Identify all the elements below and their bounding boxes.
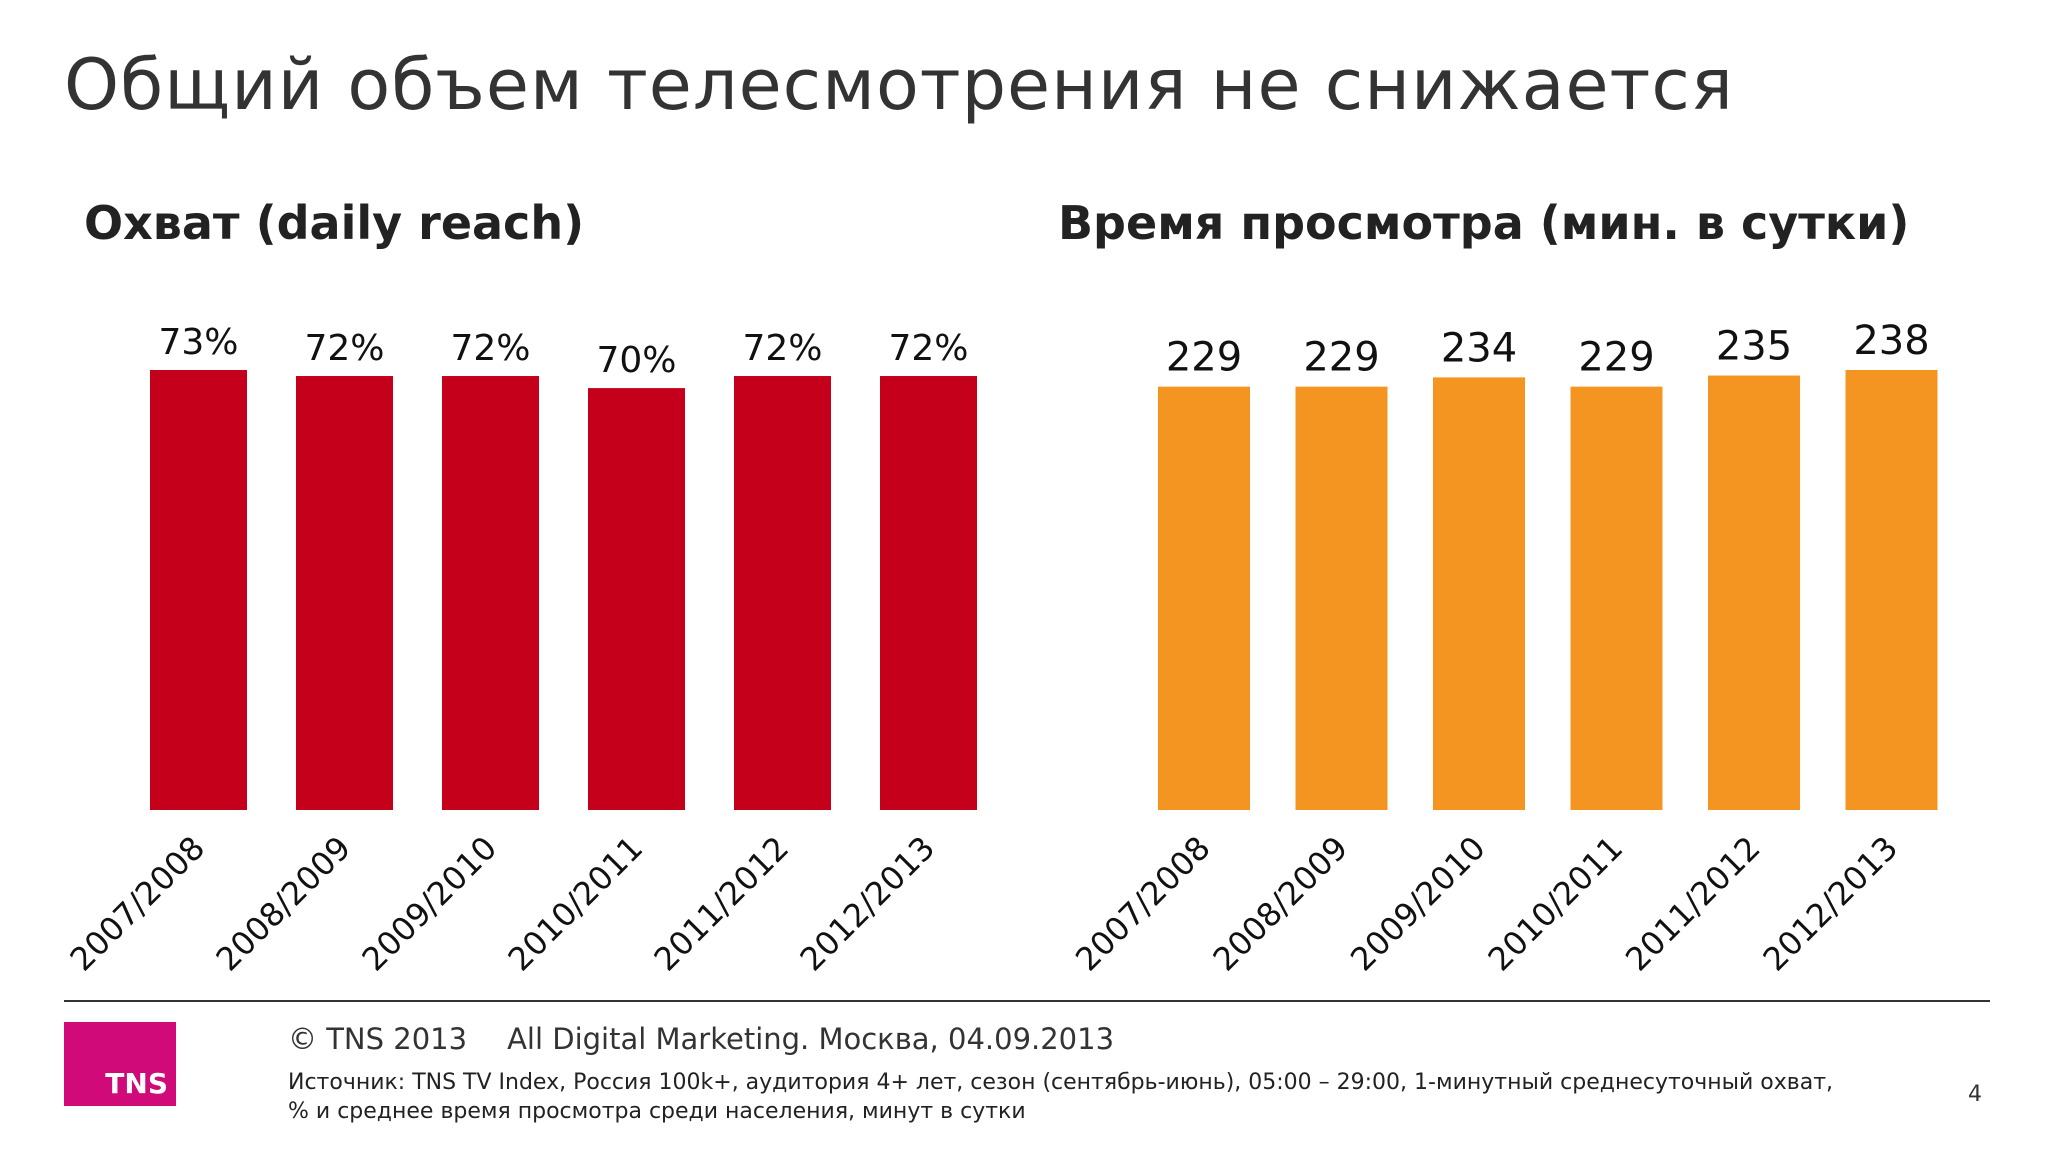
tns-logo-text: TNS [105, 1067, 168, 1100]
source-note: Источник: TNS TV Index, Россия 100k+, ау… [288, 1070, 1834, 1124]
bar [1295, 386, 1388, 810]
tns-logo: TNS [64, 1022, 176, 1106]
category-label: 2011/2012 [646, 829, 796, 979]
page-number: 4 [1968, 1082, 1982, 1107]
data-label: 72% [888, 328, 968, 369]
reach-chart-title: Охват (daily reach) [84, 196, 585, 250]
category-label: 2008/2009 [1205, 829, 1355, 979]
data-label: 72% [304, 328, 384, 369]
bar [1158, 386, 1250, 810]
category-label: 2007/2008 [1068, 829, 1218, 979]
reach-chart: 73% 2007/2008 72% 2008/2009 72% 2009/2010 70% 2… [62, 322, 977, 978]
category-label: 2010/2011 [500, 829, 650, 979]
bar [150, 370, 247, 810]
viewing-time-chart-title: Время просмотра (мин. в сутки) [1058, 196, 1910, 250]
category-label: 2012/2013 [1755, 829, 1905, 979]
footer-divider [64, 1000, 1990, 1002]
data-label: 235 [1716, 324, 1792, 370]
bar [1570, 386, 1663, 810]
slide-title: Общий объем телесмотрения не снижается [64, 44, 1734, 126]
data-label: 238 [1853, 318, 1929, 364]
bar [1708, 375, 1800, 810]
data-label: 73% [158, 322, 238, 363]
data-label: 70% [596, 340, 676, 381]
event-info: All Digital Marketing. Москва, 04.09.201… [507, 1022, 1115, 1056]
category-label: 2011/2012 [1618, 829, 1768, 979]
data-label: 72% [450, 328, 530, 369]
category-label: 2007/2008 [62, 829, 212, 979]
bar [588, 388, 685, 810]
data-label: 229 [1303, 335, 1379, 381]
category-label: 2009/2010 [354, 829, 504, 979]
bar-charts: 73% 2007/2008 72% 2008/2009 72% 2009/2010 70% 2… [62, 318, 1938, 978]
viewing-time-chart: 229 2007/2008 229 2008/2009 234 2009/2010 229 2… [1068, 318, 1938, 978]
bar [1845, 370, 1938, 810]
data-label: 72% [742, 328, 822, 369]
copyright: © TNS 2013 [288, 1022, 468, 1056]
data-label: 229 [1578, 335, 1654, 381]
category-label: 2009/2010 [1343, 829, 1493, 979]
category-label: 2012/2013 [792, 829, 942, 979]
category-label: 2010/2011 [1480, 829, 1630, 979]
bar [296, 376, 393, 810]
footer-info: © TNS 2013 All Digital Marketing. Москва,… [288, 1022, 1114, 1056]
data-label: 234 [1441, 325, 1517, 371]
bar [734, 376, 831, 810]
bar [1433, 377, 1525, 810]
data-label: 229 [1166, 335, 1242, 381]
bar [442, 376, 539, 810]
category-label: 2008/2009 [208, 829, 358, 979]
bar [880, 376, 977, 810]
